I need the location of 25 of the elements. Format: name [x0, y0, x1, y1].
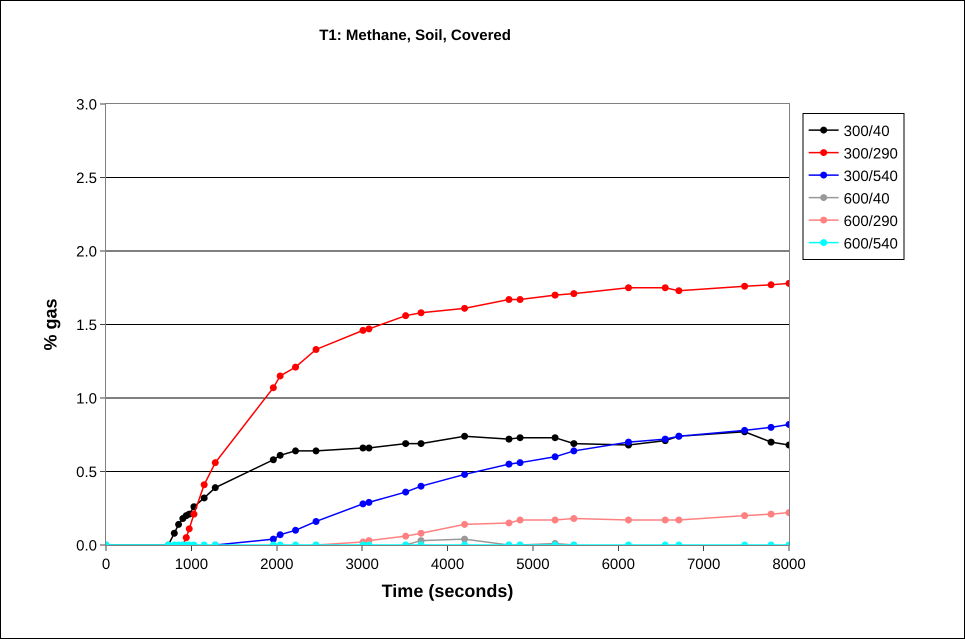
legend-label: 600/40 — [844, 190, 890, 208]
y-tick-label: 2.0 — [76, 243, 97, 260]
x-tick-label: 0 — [102, 556, 110, 573]
x-tick-label: 6000 — [602, 556, 635, 573]
x-tick-label: 7000 — [686, 556, 720, 573]
legend-label: 600/540 — [844, 235, 898, 252]
y-axis-title: % gas — [40, 298, 60, 351]
legend-label: 600/290 — [844, 212, 898, 230]
y-tick-label: 0.0 — [76, 537, 97, 554]
x-tick-label: 1000 — [174, 556, 208, 573]
legend-label: 300/290 — [844, 145, 898, 162]
x-tick-label: 8000 — [772, 556, 806, 573]
y-tick-label: 3.0 — [76, 96, 97, 114]
legend-label: 300/40 — [844, 122, 890, 140]
chart-title: T1: Methane, Soil, Covered — [319, 27, 511, 44]
legend-label: 300/540 — [844, 168, 898, 185]
y-tick-label: 2.5 — [76, 170, 97, 187]
y-tick-label: 1.0 — [76, 390, 97, 408]
x-tick-label: 4000 — [430, 556, 464, 573]
x-tick-label: 3000 — [345, 556, 379, 573]
x-tick-label: 2000 — [260, 556, 294, 573]
y-tick-label: 1.5 — [76, 316, 97, 334]
y-tick-label: 0.5 — [76, 464, 97, 481]
x-axis-title: Time (seconds) — [382, 581, 514, 602]
x-tick-label: 5000 — [516, 556, 550, 573]
